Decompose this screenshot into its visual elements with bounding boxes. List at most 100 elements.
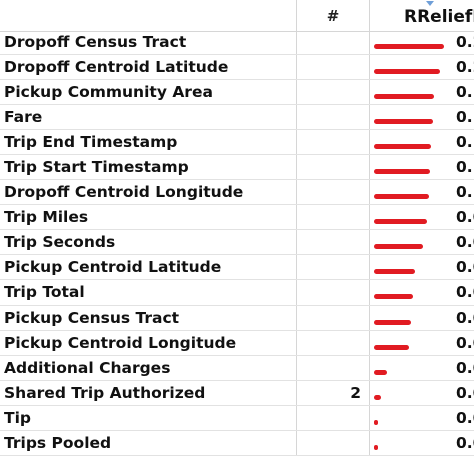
score-bar xyxy=(374,44,444,49)
count-cell xyxy=(297,80,370,105)
header-count-column[interactable]: # xyxy=(297,0,370,32)
count-cell: 2 xyxy=(297,380,370,405)
score-value: 0.2 xyxy=(456,58,474,77)
score-bar xyxy=(374,369,387,375)
table-row[interactable]: Pickup Centroid Latitude 0.0 xyxy=(0,255,474,281)
count-cell xyxy=(297,230,370,255)
score-bar xyxy=(374,269,415,275)
table-row[interactable]: Dropoff Census Tract 0.2 xyxy=(0,30,474,56)
table-row[interactable]: Trips Pooled 0.0 xyxy=(0,430,474,456)
rrelieff-score-cell: 0. xyxy=(370,180,474,204)
rrelieff-score-cell: 0. xyxy=(370,105,474,129)
score-value: 0.0 xyxy=(456,308,474,327)
rrelieff-score-cell: 0.0 xyxy=(370,381,474,405)
score-value: 0.0 xyxy=(456,283,474,302)
score-value: 0.0 xyxy=(456,383,474,402)
count-cell xyxy=(297,430,370,455)
feature-name-cell: Trip Miles xyxy=(0,205,297,230)
score-bar xyxy=(374,394,381,400)
rrelieff-score-cell: 0.0 xyxy=(370,356,474,380)
rrelieff-score-cell: 0.0 xyxy=(370,205,474,229)
rrelieff-score-cell: 0. xyxy=(370,80,474,104)
rrelieff-score-cell: 0.0 xyxy=(370,255,474,279)
rrelieff-score-cell: 0.0 xyxy=(370,431,474,455)
feature-name-cell: Additional Charges xyxy=(0,355,297,380)
table-row[interactable]: Trip Total 0.0 xyxy=(0,280,474,306)
feature-name-cell: Tip xyxy=(0,405,297,430)
table-row[interactable]: Additional Charges 0.0 xyxy=(0,355,474,381)
count-cell xyxy=(297,30,370,55)
score-value: 0.0 xyxy=(456,333,474,352)
feature-name-cell: Pickup Centroid Longitude xyxy=(0,330,297,355)
feature-name-cell: Trip Total xyxy=(0,280,297,305)
header-rrelieff-column[interactable]: RReliefF xyxy=(370,0,474,32)
feature-name-cell: Shared Trip Authorized xyxy=(0,380,297,405)
score-value: 0. xyxy=(456,108,473,127)
rrelieff-score-cell: 0.0 xyxy=(370,230,474,254)
table-row[interactable]: Trip End Timestamp 0. xyxy=(0,130,474,156)
table-row[interactable]: Trip Seconds 0.0 xyxy=(0,230,474,256)
table-row[interactable]: Pickup Centroid Longitude 0.0 xyxy=(0,330,474,356)
score-value: 0.0 xyxy=(456,433,474,452)
score-value: 0.0 xyxy=(456,233,474,252)
score-bar xyxy=(374,294,413,300)
score-value: 0.0 xyxy=(456,358,474,377)
table-row[interactable]: Pickup Community Area 0. xyxy=(0,80,474,106)
table-row[interactable]: Dropoff Centroid Longitude 0. xyxy=(0,180,474,206)
score-value: 0. xyxy=(456,183,473,202)
score-bar xyxy=(374,344,409,350)
table-row[interactable]: Trip Start Timestamp 0. xyxy=(0,155,474,181)
feature-name-cell: Trip Start Timestamp xyxy=(0,155,297,180)
score-bar xyxy=(374,169,430,175)
rrelieff-score-cell: 0.2 xyxy=(370,30,474,54)
score-bar xyxy=(374,419,378,425)
score-bar xyxy=(374,444,378,450)
count-cell xyxy=(297,305,370,330)
count-cell xyxy=(297,280,370,305)
score-value: 0.0 xyxy=(456,408,474,427)
feature-name-cell: Fare xyxy=(0,105,297,130)
feature-name-cell: Trip End Timestamp xyxy=(0,130,297,155)
sort-descending-icon xyxy=(426,1,434,6)
table-row[interactable]: Fare 0. xyxy=(0,105,474,131)
rrelieff-score-cell: 0.0 xyxy=(370,331,474,355)
score-bar xyxy=(374,69,440,75)
count-cell xyxy=(297,355,370,380)
rrelieff-score-cell: 0. xyxy=(370,155,474,179)
rrelieff-score-cell: 0.2 xyxy=(370,55,474,79)
feature-name-cell: Pickup Centroid Latitude xyxy=(0,255,297,280)
table-row[interactable]: Trip Miles 0.0 xyxy=(0,205,474,231)
rrelieff-score-cell: 0.0 xyxy=(370,406,474,430)
header-feature-name[interactable] xyxy=(0,0,297,32)
score-value: 0. xyxy=(456,133,473,152)
count-cell xyxy=(297,180,370,205)
score-bar xyxy=(374,319,411,325)
table-row[interactable]: Tip 0.0 xyxy=(0,405,474,431)
rrelieff-score-cell: 0. xyxy=(370,130,474,154)
feature-name-cell: Dropoff Centroid Longitude xyxy=(0,180,297,205)
score-bar xyxy=(374,194,429,200)
count-cell xyxy=(297,405,370,430)
feature-name-cell: Trip Seconds xyxy=(0,230,297,255)
count-cell xyxy=(297,330,370,355)
score-value: 0.2 xyxy=(456,33,474,51)
score-value: 0. xyxy=(456,158,473,177)
score-value: 0.0 xyxy=(456,258,474,277)
score-bar xyxy=(374,94,434,100)
score-bar xyxy=(374,219,427,225)
table-row[interactable]: Pickup Census Tract 0.0 xyxy=(0,305,474,331)
score-bar xyxy=(374,244,423,250)
feature-name-cell: Trips Pooled xyxy=(0,430,297,455)
feature-name-cell: Dropoff Centroid Latitude xyxy=(0,55,297,80)
feature-name-cell: Pickup Census Tract xyxy=(0,305,297,330)
score-value: 0.0 xyxy=(456,208,474,227)
score-bar xyxy=(374,144,431,150)
count-cell xyxy=(297,155,370,180)
count-cell xyxy=(297,55,370,80)
rrelieff-score-cell: 0.0 xyxy=(370,280,474,304)
count-cell xyxy=(297,130,370,155)
score-value: 0. xyxy=(456,83,473,102)
table-row[interactable]: Dropoff Centroid Latitude 0.2 xyxy=(0,55,474,81)
